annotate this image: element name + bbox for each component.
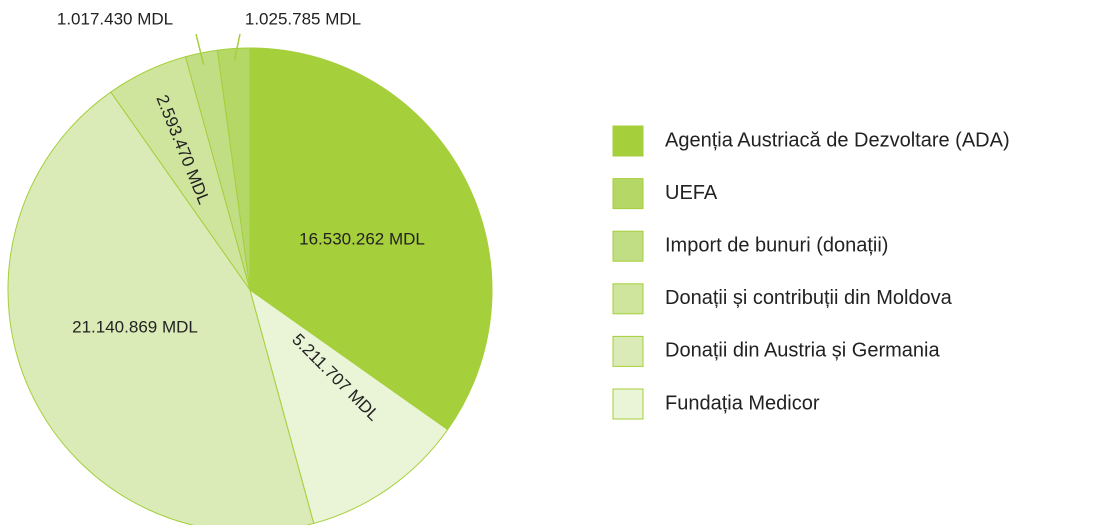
legend-swatch — [612, 388, 644, 420]
value-label: 21.140.869 MDL — [72, 317, 198, 336]
value-label: 1.025.785 MDL — [245, 9, 361, 28]
legend-label: Agenția Austriacă de Dezvoltare (ADA) — [665, 129, 1010, 151]
leader-line — [195, 33, 205, 65]
legend-swatch — [612, 283, 644, 315]
legend-swatch — [612, 178, 644, 210]
pie-slice — [7, 91, 315, 525]
value-label: 1.017.430 MDL — [57, 9, 173, 28]
pie-slice — [249, 47, 493, 431]
legend-label: Fundația Medicor — [665, 392, 820, 414]
pie-slice — [249, 288, 449, 525]
legend-swatch — [612, 230, 644, 262]
legend-swatch — [612, 125, 644, 157]
legend-label: Import de bunuri (donații) — [665, 234, 888, 256]
legend-label: Donații și contribuții din Moldova — [665, 287, 953, 309]
value-label: 16.530.262 MDL — [299, 229, 425, 248]
leader-line — [233, 33, 241, 61]
legend-swatch — [612, 335, 644, 367]
legend-label: Donații din Austria și Germania — [665, 340, 940, 362]
legend-label: UEFA — [665, 182, 718, 204]
